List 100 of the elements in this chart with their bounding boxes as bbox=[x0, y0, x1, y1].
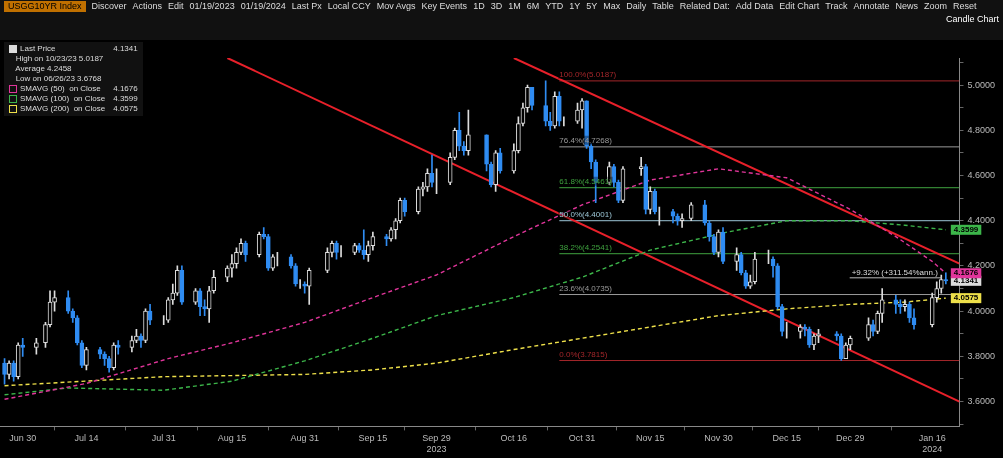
text: Reset bbox=[953, 1, 977, 12]
candlestick bbox=[293, 263, 298, 287]
candlestick bbox=[84, 346, 89, 371]
text: Key Events bbox=[421, 1, 468, 12]
candlestick bbox=[420, 181, 426, 197]
y-tick-label: 4.4000 bbox=[967, 215, 995, 226]
y-tick-label: 4.2000 bbox=[967, 260, 995, 271]
text: Actions bbox=[132, 1, 163, 12]
text: Discover bbox=[91, 1, 127, 12]
x-tick-label: Jan 16 2024 bbox=[918, 433, 946, 455]
candlestick bbox=[525, 84, 530, 113]
candlestick bbox=[425, 168, 430, 192]
text: Edit Chart bbox=[779, 1, 820, 12]
text: 4.1676 bbox=[113, 84, 138, 93]
y-tick-label: 4.8000 bbox=[967, 124, 995, 135]
text: 4.3599 bbox=[113, 94, 138, 103]
line-series bbox=[3, 168, 947, 400]
y-tick-label: 3.6000 bbox=[967, 396, 995, 407]
text: 1Y bbox=[569, 1, 581, 12]
series-label: 50.0%(4.4001) bbox=[559, 209, 613, 219]
x-tick-label: Sep 29 2023 bbox=[422, 433, 451, 455]
candlestick bbox=[11, 360, 16, 382]
annotation: High on 10/23/23 5.0187 bbox=[14, 54, 105, 64]
text: 4.1341 bbox=[113, 44, 138, 53]
candlestick bbox=[334, 240, 339, 260]
x-tick-label: Dec 15 bbox=[772, 433, 801, 444]
text: Mov Avgs bbox=[376, 1, 416, 12]
candlestick bbox=[802, 324, 808, 337]
series-label: 23.6%(4.0735) bbox=[559, 283, 613, 293]
candlestick bbox=[43, 322, 48, 348]
text: Table bbox=[652, 1, 674, 12]
candlestick bbox=[384, 233, 389, 246]
x-tick-label: Jun 30 bbox=[9, 433, 37, 444]
candlestick bbox=[361, 229, 367, 260]
candlestick bbox=[302, 281, 307, 294]
text: Last Px bbox=[291, 1, 322, 12]
annotation: Average 4.2458 bbox=[14, 64, 73, 74]
line-series bbox=[3, 220, 947, 396]
series-label: 0.0%(3.7815) bbox=[559, 349, 608, 359]
candlestick bbox=[679, 213, 685, 228]
candlestick bbox=[366, 240, 371, 262]
candlestick bbox=[115, 340, 121, 355]
x-tick-label: Jul 31 bbox=[151, 433, 176, 444]
candlestick bbox=[807, 326, 812, 348]
candlestick bbox=[102, 351, 107, 366]
candlestick bbox=[875, 310, 880, 335]
legend-label: Last Price bbox=[19, 44, 56, 54]
series-label: 100.0%(5.0187) bbox=[559, 70, 617, 80]
candlestick bbox=[234, 247, 239, 269]
candlestick bbox=[816, 328, 821, 344]
candlestick bbox=[775, 263, 780, 310]
text: News bbox=[895, 1, 919, 12]
text: Zoom bbox=[924, 1, 948, 12]
x-tick-label: Dec 29 bbox=[836, 433, 865, 444]
candlestick bbox=[416, 186, 421, 215]
candlestick bbox=[616, 179, 621, 203]
candlestick bbox=[202, 299, 207, 316]
candlestick bbox=[325, 247, 330, 274]
y-tick-label: 3.8000 bbox=[967, 350, 995, 361]
candlestick bbox=[466, 109, 471, 156]
data-label: 4.1676 bbox=[953, 268, 979, 278]
text: 6M bbox=[526, 1, 540, 12]
candlestick bbox=[638, 157, 644, 176]
candlestick bbox=[393, 218, 398, 240]
candlestick bbox=[225, 265, 230, 283]
x-tick-label: Oct 31 bbox=[568, 433, 596, 444]
text: 5Y bbox=[586, 1, 598, 12]
text: 4.1341 bbox=[953, 276, 979, 286]
text: Add Data bbox=[735, 1, 774, 12]
candlestick bbox=[707, 220, 712, 242]
text: Related Dat: bbox=[679, 1, 730, 12]
x-tick-label: Nov 30 bbox=[704, 433, 733, 444]
text: Edit bbox=[168, 1, 184, 12]
text: 01/19/2023 bbox=[189, 1, 235, 12]
y-tick-label: 4.0000 bbox=[967, 305, 995, 316]
candlestick bbox=[734, 247, 739, 271]
text: Daily bbox=[626, 1, 647, 12]
y-tick-label: 5.0000 bbox=[967, 79, 995, 90]
candlestick bbox=[675, 213, 680, 226]
chart-subtitle: Candle Chart bbox=[945, 14, 999, 25]
x-tick-label: Sep 15 bbox=[358, 433, 388, 444]
text: Local CCY bbox=[327, 1, 371, 12]
candlestick bbox=[893, 294, 899, 314]
candlestick bbox=[484, 134, 489, 172]
legend-label: SMAVG (200) on Close bbox=[19, 104, 106, 114]
data-label: 4.3599 bbox=[953, 225, 979, 234]
text: 4.0575 bbox=[113, 104, 138, 113]
candlestick bbox=[716, 229, 721, 258]
candlestick bbox=[516, 116, 521, 154]
candlestick bbox=[556, 91, 562, 127]
text: 3D bbox=[490, 1, 503, 12]
candlestick bbox=[907, 301, 912, 323]
candlestick bbox=[52, 290, 57, 312]
candlestick bbox=[2, 358, 7, 385]
text: Track bbox=[825, 1, 848, 12]
candlestick bbox=[134, 328, 139, 344]
series-label: 38.2%(4.2541) bbox=[559, 242, 613, 252]
text: 1M bbox=[508, 1, 521, 12]
legend-label: SMAVG (50) on Close bbox=[19, 84, 101, 94]
data-label: 4.0575 bbox=[953, 293, 979, 303]
